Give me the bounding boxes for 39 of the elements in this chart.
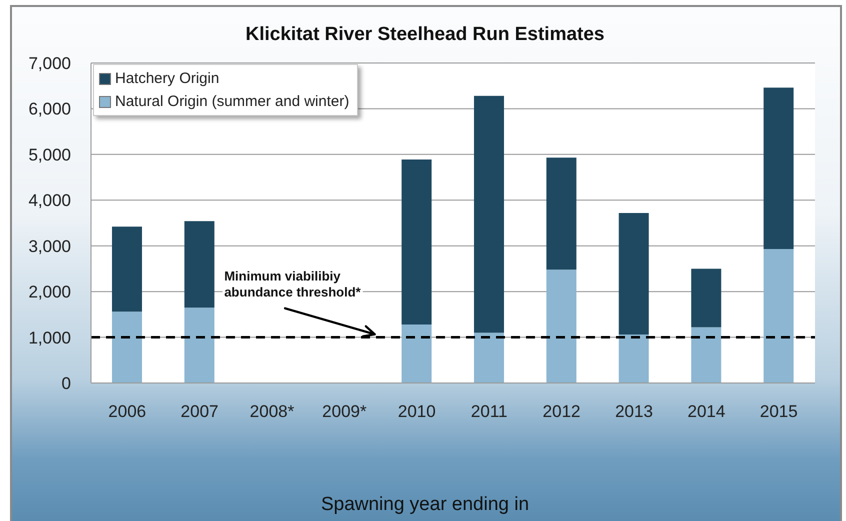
x-tick-label: 2009* <box>322 402 367 422</box>
bar <box>112 312 142 383</box>
bar <box>618 212 649 335</box>
bar <box>474 332 504 383</box>
x-tick-label: 2010 <box>398 402 436 422</box>
bar <box>112 226 142 312</box>
bar <box>402 159 432 324</box>
bar <box>764 88 794 250</box>
x-tick-label: 2013 <box>615 402 653 422</box>
x-tick-label: 2015 <box>760 402 798 422</box>
y-tick-label: 1,000 <box>28 328 71 348</box>
ref-line-label: Minimum viabilibiy abundance threshold* <box>224 268 362 300</box>
bar <box>691 327 722 383</box>
y-tick-label: 7,000 <box>28 54 71 74</box>
y-tick-label: 5,000 <box>28 145 71 164</box>
y-tick-label: 4,000 <box>28 191 71 210</box>
bar <box>546 270 576 383</box>
bar <box>184 308 214 383</box>
legend-label: Hatchery Origin <box>115 70 220 87</box>
y-tick-label: 3,000 <box>28 236 71 256</box>
y-tick-label: 0 <box>62 374 71 394</box>
chart-title: Klickitat River Steelhead Run Estimates <box>244 24 606 46</box>
bar <box>402 324 432 383</box>
x-tick-label: 2006 <box>108 402 146 422</box>
x-tick-label: 2007 <box>180 402 219 422</box>
x-axis-title: Spawning year ending in <box>320 494 530 516</box>
y-tick-label: 2,000 <box>28 282 71 302</box>
x-tick-label: 2011 <box>470 402 508 422</box>
bar <box>618 334 649 383</box>
y-tick-label: 6,000 <box>28 100 71 119</box>
x-tick-label: 2008* <box>250 402 295 422</box>
x-tick-label: 2012 <box>542 402 581 422</box>
bar <box>546 158 576 270</box>
bar <box>184 221 214 308</box>
bar <box>474 96 504 333</box>
legend-label: Natural Origin (summer and winter) <box>115 93 350 110</box>
x-tick-label: 2014 <box>687 402 726 422</box>
bar <box>691 268 722 328</box>
bar <box>764 249 794 383</box>
